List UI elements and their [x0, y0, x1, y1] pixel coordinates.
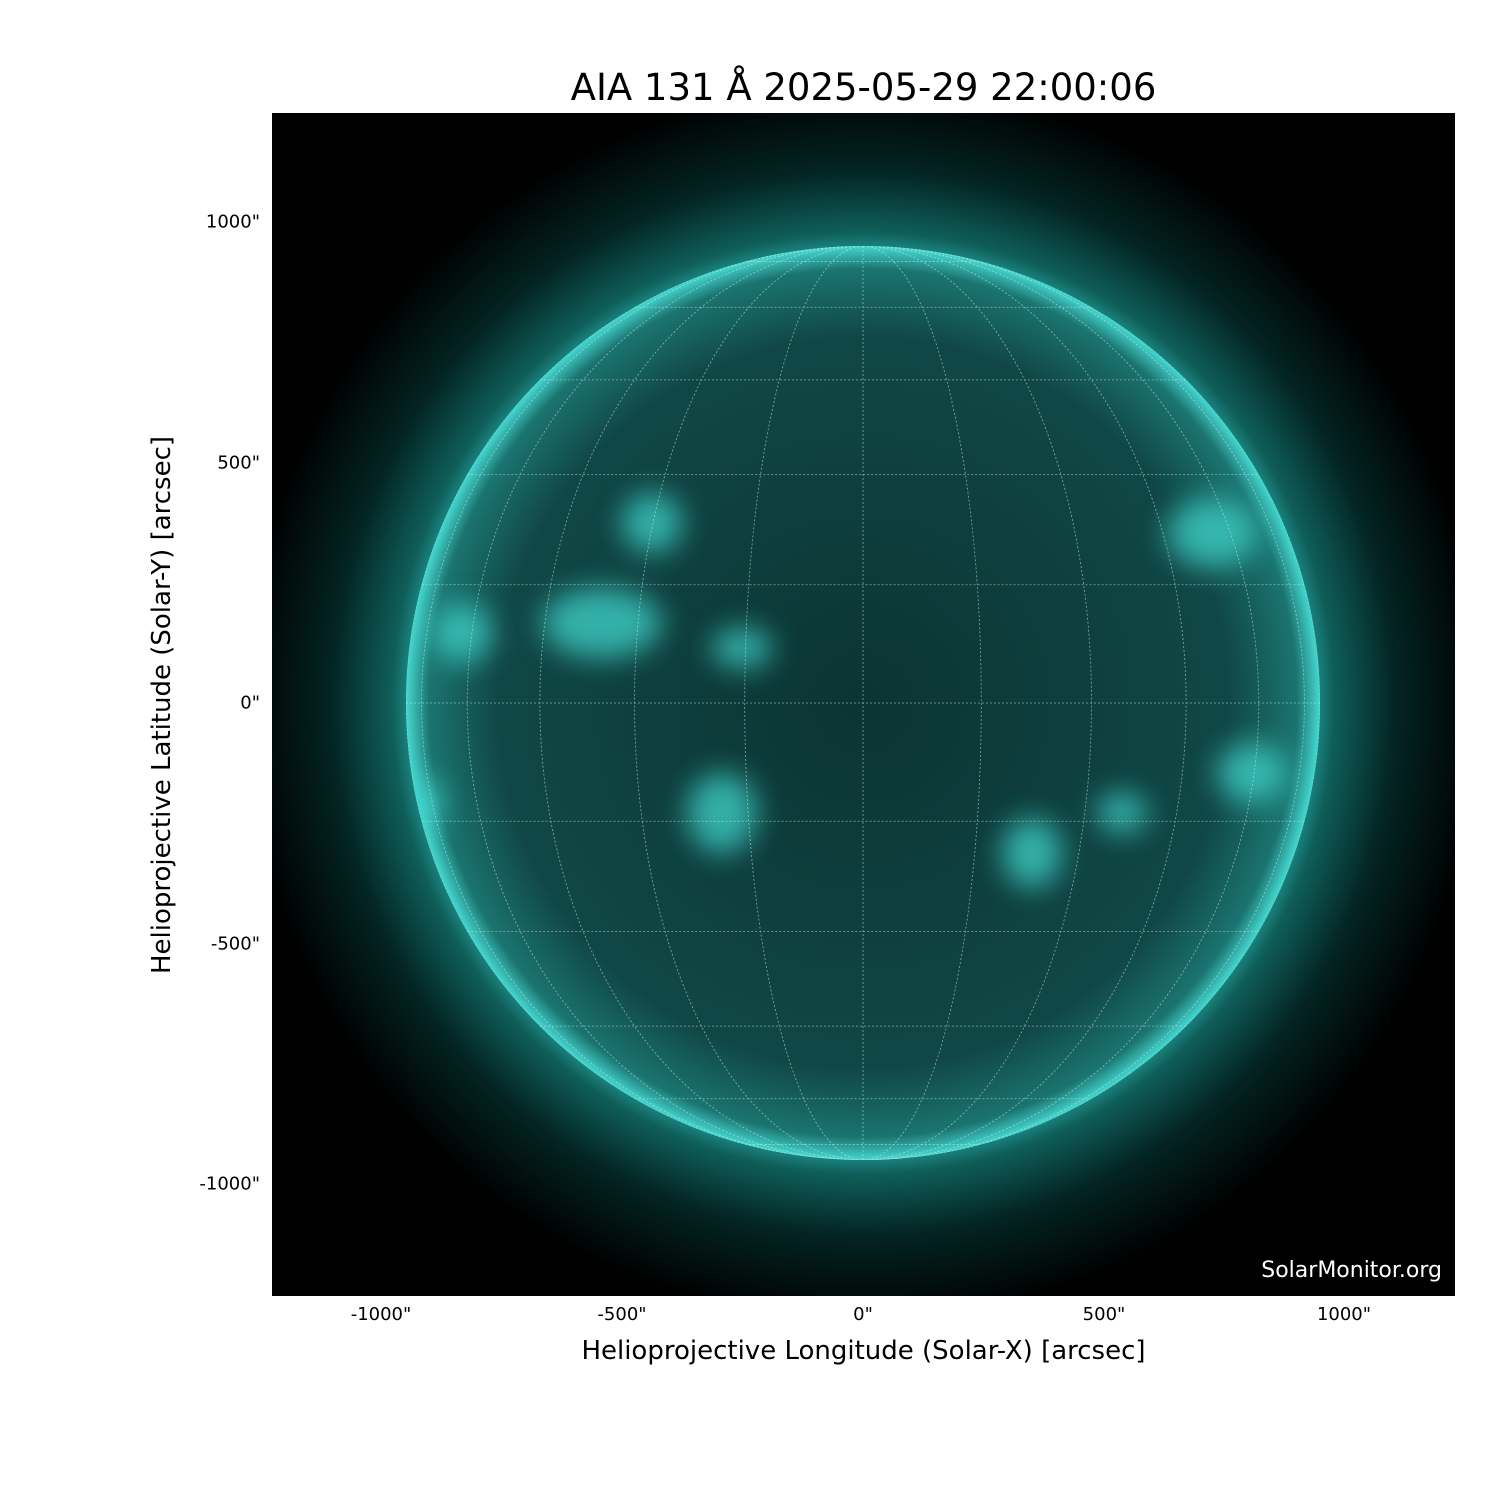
x-axis-label: Helioprojective Longitude (Solar-X) [arc… [581, 1336, 1146, 1366]
y-tick-label: 1000" [205, 211, 260, 233]
x-tick-label: -1000" [350, 1304, 412, 1325]
grid-meridian [466, 246, 864, 1160]
watermark: SolarMonitor.org [1261, 1258, 1442, 1283]
plot-title: AIA 131 Å 2025-05-29 22:00:06 [570, 66, 1157, 109]
heliographic-grid [406, 246, 1320, 1160]
active-regions [406, 493, 1287, 888]
grid-meridian [862, 246, 982, 1160]
x-tick-label: 500" [1082, 1304, 1126, 1325]
grid-meridian [862, 246, 1260, 1160]
grid-meridian [421, 246, 864, 1160]
y-tick-label: -1000" [199, 1173, 260, 1195]
solar-image [272, 113, 1455, 1296]
grid-meridian [862, 246, 1305, 1160]
y-tick-label: 500" [217, 452, 260, 474]
x-tick-label: 0" [853, 1304, 873, 1325]
y-axis-label: Helioprojective Latitude (Solar-Y) [arcs… [147, 435, 177, 975]
y-tick-label: 0" [240, 692, 260, 714]
x-tick-label: 1000" [1316, 1304, 1372, 1325]
x-tick-label: -500" [597, 1304, 647, 1325]
y-tick-label: -500" [210, 933, 260, 955]
grid-meridian [744, 246, 864, 1160]
